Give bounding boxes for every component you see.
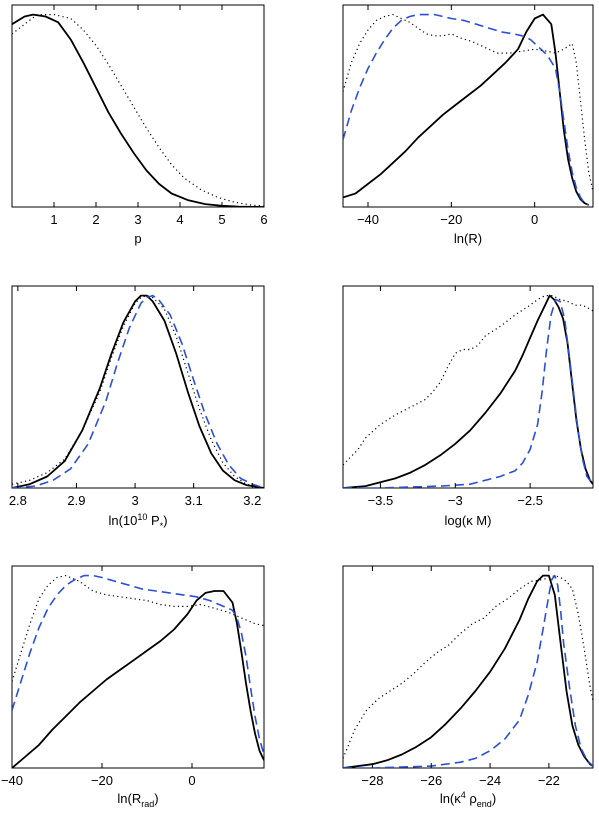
x-axis-label: ln(Rrad) (117, 791, 158, 809)
panel-lnrho: −28 −26 −24 −22 ln(κ4 ρend) (342, 565, 594, 809)
x-tick-label: 2 (92, 212, 99, 227)
x-tick-label: 6 (260, 212, 267, 227)
series-line-solid (12, 294, 264, 488)
series-layer (343, 294, 593, 488)
x-tick-label: −3 (448, 493, 463, 508)
x-tick-label: 3.1 (185, 493, 203, 508)
series-line-solid (343, 13, 590, 206)
x-tick-label: −26 (420, 773, 442, 788)
x-tick-label: −22 (538, 773, 560, 788)
x-tick-label: −40 (357, 212, 379, 227)
x-tick-layer: 1 2 3 4 5 6 (50, 5, 268, 227)
x-tick-label: 3.2 (243, 493, 261, 508)
plot-frame (342, 4, 594, 208)
series-line-solid (12, 590, 264, 768)
x-tick-label: 4 (176, 212, 183, 227)
x-axis-label: ln(R) (454, 231, 482, 246)
plot-frame (342, 285, 594, 489)
plot-frame (11, 4, 265, 208)
series-line-dashed (12, 574, 264, 755)
plot-frame (11, 285, 265, 489)
x-tick-label: 2.9 (67, 493, 85, 508)
x-tick-label: 0 (188, 773, 195, 788)
x-tick-label: 3 (134, 212, 141, 227)
plot-frame (11, 565, 265, 769)
series-line-dashed (343, 298, 593, 488)
series-line-dotted (12, 295, 264, 488)
plot-frame (342, 565, 594, 769)
x-tick-layer: −28 −26 −24 −22 (361, 566, 560, 788)
x-axis-label: log(κ M) (445, 513, 492, 528)
series-line-dotted (343, 295, 593, 466)
x-tick-label: 5 (218, 212, 225, 227)
series-layer (343, 13, 593, 206)
series-line-dotted (12, 574, 264, 682)
x-tick-label: −40 (1, 773, 23, 788)
x-axis-label: ln(κ4 ρend) (440, 790, 496, 809)
panel-lnR: −40 −20 0 ln(R) (342, 4, 594, 246)
panel-logkM: −3.5 −3 −2.5 log(κ M) (342, 285, 594, 528)
x-tick-label: −28 (361, 773, 383, 788)
x-tick-label: −2.5 (517, 493, 543, 508)
series-line-dashed (343, 13, 590, 206)
series-layer (12, 294, 264, 488)
x-tick-layer: 2.8 2.9 3 3.1 3.2 (9, 286, 261, 508)
series-layer (12, 574, 264, 768)
x-tick-label: −24 (479, 773, 501, 788)
panel-p: 1 2 3 4 5 6 p (11, 4, 268, 246)
series-layer (12, 13, 264, 207)
series-line-solid (343, 294, 593, 488)
series-layer (343, 574, 593, 768)
x-tick-label: −3.5 (368, 493, 394, 508)
x-tick-layer: −40 −20 0 (1, 566, 196, 788)
panel-lnRrad: −40 −20 0 ln(Rrad) (1, 565, 265, 809)
series-line-dotted (343, 14, 593, 192)
x-tick-label: 0 (531, 212, 538, 227)
x-tick-label: −20 (440, 212, 462, 227)
series-line-dashed (343, 574, 593, 768)
series-line-dotted (343, 574, 593, 759)
series-line-dashed (12, 294, 264, 488)
x-tick-layer: −40 −20 0 (357, 5, 538, 227)
x-tick-layer: −3.5 −3 −2.5 (368, 286, 543, 508)
series-line-dotted (12, 14, 264, 207)
series-line-solid (343, 574, 593, 768)
x-tick-label: 1 (50, 212, 57, 227)
x-tick-label: 3 (131, 493, 138, 508)
panel-lnP: 2.8 2.9 3 3.1 3.2 ln(1010 P*) (9, 285, 265, 531)
x-axis-label: ln(1010 P*) (108, 512, 167, 531)
series-line-solid (12, 13, 264, 207)
x-tick-label: 2.8 (9, 493, 27, 508)
x-axis-label: p (134, 231, 141, 246)
x-tick-label: −20 (91, 773, 113, 788)
